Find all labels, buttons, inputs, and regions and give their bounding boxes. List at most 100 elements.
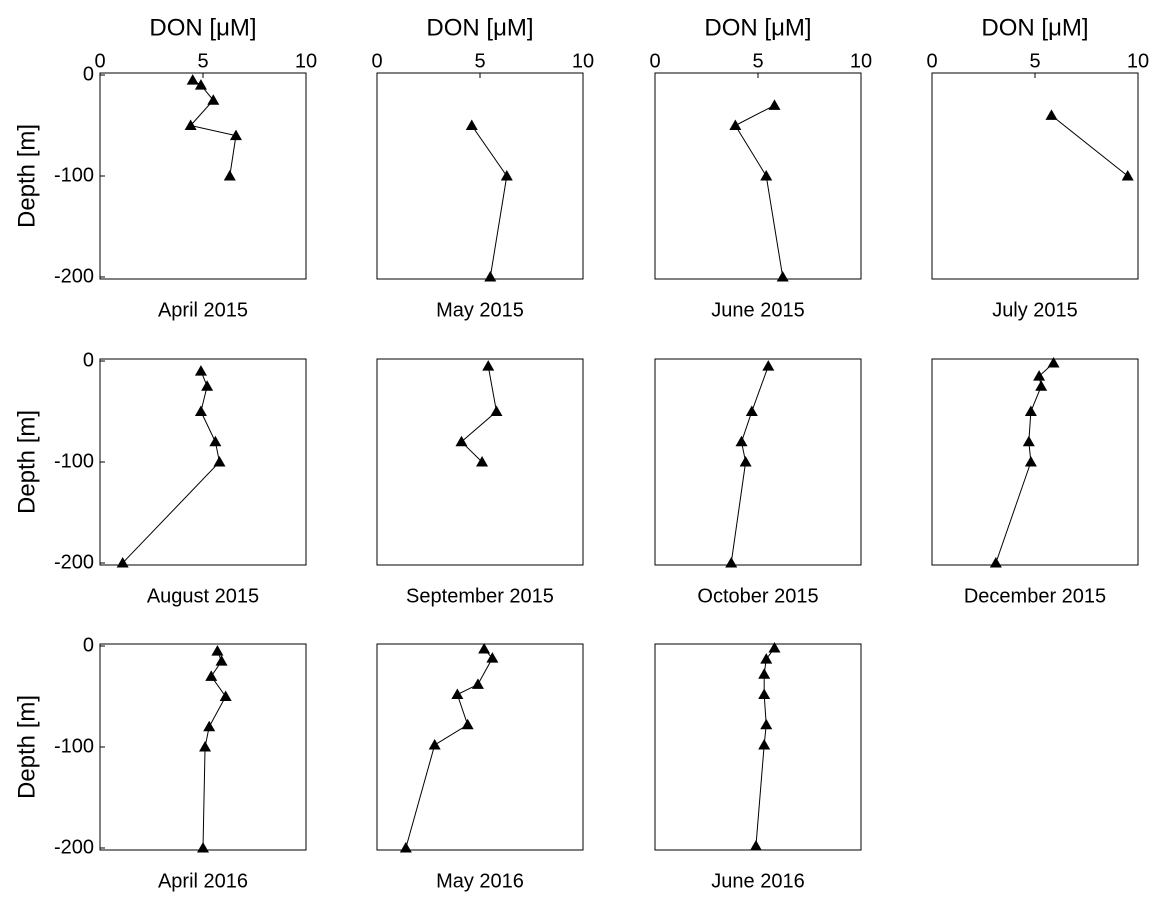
- marker: [729, 119, 742, 131]
- y-axis-label: Depth [m]: [13, 124, 40, 228]
- marker: [207, 94, 220, 105]
- y-tick-label: -100: [54, 164, 94, 186]
- profile-line: [995, 362, 1054, 564]
- marker: [1024, 456, 1037, 467]
- panel-title: September 2015: [406, 585, 554, 607]
- marker: [465, 119, 478, 131]
- axes-box: [376, 72, 584, 280]
- axes-box: [931, 358, 1139, 566]
- x-tick-label: 5: [474, 50, 485, 72]
- marker: [760, 653, 773, 664]
- marker: [215, 655, 228, 666]
- profile-line: [122, 370, 221, 564]
- marker: [725, 556, 738, 568]
- panel-title: December 2015: [964, 585, 1106, 607]
- y-tick-label: 0: [83, 63, 94, 85]
- marker: [209, 435, 222, 447]
- marker: [735, 435, 748, 447]
- marker: [989, 556, 1002, 568]
- marker: [486, 652, 499, 663]
- marker: [762, 360, 775, 371]
- marker: [461, 718, 474, 730]
- marker: [482, 360, 495, 371]
- marker: [1024, 405, 1037, 417]
- axes-box: [99, 72, 307, 280]
- marker: [500, 170, 513, 181]
- marker: [1022, 435, 1035, 447]
- marker: [768, 642, 781, 653]
- profile-line: [405, 648, 493, 849]
- panel-title: April 2016: [158, 870, 248, 892]
- marker: [1035, 380, 1048, 391]
- x-tick-label: 0: [371, 50, 382, 72]
- x-tick-label: 10: [572, 50, 594, 72]
- x-tick-label: 5: [752, 50, 763, 72]
- y-tick-label: -200: [54, 836, 94, 858]
- marker: [776, 270, 789, 282]
- x-tick-label: 0: [926, 50, 937, 72]
- x-axis-label: DON [μM]: [426, 14, 533, 41]
- profile-line: [471, 125, 508, 278]
- y-axis-label: Depth [m]: [13, 410, 40, 514]
- marker: [760, 170, 773, 181]
- marker: [199, 741, 212, 752]
- x-tick-label: 10: [1127, 50, 1149, 72]
- marker: [1045, 109, 1058, 120]
- marker: [758, 688, 771, 699]
- marker: [758, 668, 771, 679]
- marker: [194, 79, 207, 90]
- marker: [229, 129, 242, 141]
- marker: [211, 645, 224, 656]
- marker: [484, 270, 497, 282]
- y-tick-label: 0: [83, 634, 94, 656]
- marker: [219, 690, 232, 702]
- panel-title: April 2015: [158, 299, 248, 321]
- axes-box: [931, 72, 1139, 280]
- marker: [739, 456, 752, 467]
- x-axis-label: DON [μM]: [981, 14, 1088, 41]
- x-tick-label: 0: [94, 50, 105, 72]
- marker: [205, 670, 218, 681]
- marker: [749, 839, 762, 851]
- y-tick-label: 0: [83, 349, 94, 371]
- marker: [223, 170, 236, 181]
- axes-box: [376, 643, 584, 851]
- marker: [201, 380, 214, 391]
- panel-title: June 2015: [711, 299, 804, 321]
- x-tick-label: 5: [197, 50, 208, 72]
- marker: [428, 738, 441, 750]
- panel-title: July 2015: [992, 299, 1078, 321]
- marker: [478, 643, 491, 654]
- marker: [213, 456, 226, 467]
- marker: [186, 74, 199, 85]
- marker: [455, 435, 468, 447]
- y-tick-label: -100: [54, 735, 94, 757]
- x-tick-label: 10: [850, 50, 872, 72]
- marker: [768, 99, 781, 110]
- axes-box: [654, 72, 862, 280]
- marker: [490, 405, 503, 417]
- marker: [760, 718, 773, 730]
- profile-line: [734, 104, 784, 278]
- marker: [203, 720, 216, 732]
- marker: [116, 556, 129, 568]
- marker: [745, 405, 758, 417]
- profile-line: [1051, 115, 1129, 177]
- marker: [194, 365, 207, 376]
- marker: [471, 678, 484, 689]
- axes-box: [376, 358, 584, 566]
- marker: [184, 119, 197, 131]
- x-tick-label: 0: [649, 50, 660, 72]
- marker: [1121, 170, 1134, 181]
- marker: [399, 841, 412, 853]
- panel-title: August 2015: [147, 585, 259, 607]
- x-tick-label: 5: [1029, 50, 1040, 72]
- y-tick-label: -100: [54, 450, 94, 472]
- marker: [451, 688, 464, 699]
- panel-title: May 2016: [436, 870, 524, 892]
- panel-title: May 2015: [436, 299, 524, 321]
- marker: [197, 841, 209, 853]
- x-tick-label: 10: [295, 50, 317, 72]
- profile-line: [460, 365, 498, 463]
